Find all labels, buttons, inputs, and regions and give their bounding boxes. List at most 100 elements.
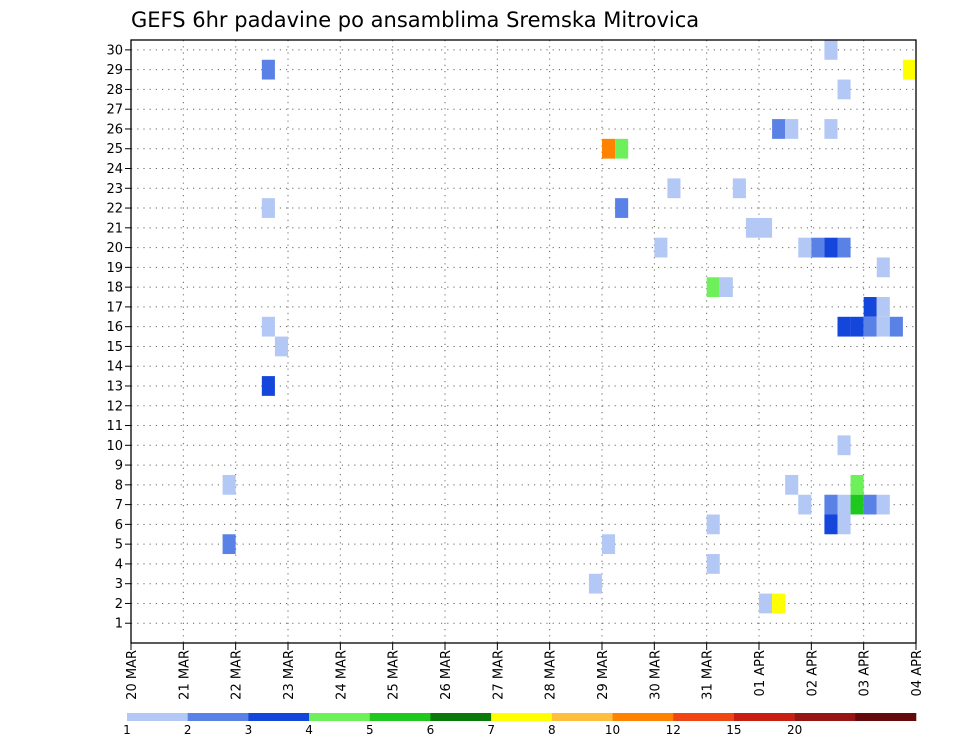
heatmap-cell: [837, 237, 851, 258]
legend-swatch: [673, 713, 735, 721]
heatmap-cell: [274, 336, 288, 357]
heatmap-cell: [602, 534, 616, 555]
heatmap-cell: [850, 474, 864, 495]
heatmap-cell: [706, 554, 720, 574]
y-tick-label: 4: [115, 557, 123, 572]
y-tick-label: 6: [115, 518, 123, 533]
legend-label: 12: [666, 723, 681, 737]
y-tick-label: 25: [106, 142, 123, 157]
heatmap-cell: [602, 138, 616, 159]
y-tick-label: 9: [115, 459, 123, 474]
y-tick-label: 27: [106, 103, 123, 118]
heatmap-cell: [876, 494, 890, 515]
heatmap-cell: [798, 237, 812, 258]
legend-swatch: [369, 713, 431, 721]
heatmap-cell: [824, 494, 838, 515]
legend-swatch: [855, 713, 917, 721]
legend-label: 10: [605, 723, 620, 737]
heatmap-cell: [222, 534, 236, 555]
heatmap-cell: [902, 59, 916, 80]
chart-title: GEFS 6hr padavine po ansamblima Sremska …: [131, 8, 699, 32]
y-tick-label: 14: [106, 360, 123, 375]
heatmap-cell: [759, 217, 773, 238]
x-tick-label: 26 MAR: [439, 650, 454, 700]
y-tick-label: 8: [115, 478, 123, 493]
ticks-layer: 1234567891011121314151617181920212223242…: [106, 43, 925, 699]
legend-swatch: [248, 713, 310, 721]
y-tick-label: 30: [106, 43, 123, 58]
heatmap-cell: [222, 474, 236, 495]
y-tick-label: 24: [106, 162, 123, 177]
heatmap-cell: [798, 494, 812, 515]
legend-swatch: [187, 713, 249, 721]
y-tick-label: 21: [106, 221, 123, 236]
heatmap-cell: [837, 316, 851, 337]
legend-label: 15: [726, 723, 741, 737]
y-tick-label: 12: [106, 399, 123, 414]
heatmap-cell: [824, 514, 838, 535]
heatmap-cell: [588, 573, 602, 594]
y-tick-label: 17: [106, 300, 123, 315]
heatmap-cell: [824, 237, 838, 258]
heatmap-cell: [811, 237, 825, 258]
legend-layer: 1 2 3 4 5 6 7 8 10 12 15 20: [123, 713, 917, 737]
heatmap-cell: [876, 297, 890, 317]
x-tick-label: 21 MAR: [177, 650, 192, 700]
heatmap-cell: [261, 316, 275, 337]
legend-label: 8: [548, 723, 556, 737]
heatmap-cell: [261, 59, 275, 80]
x-tick-label: 01 APR: [753, 650, 768, 696]
y-tick-label: 28: [106, 83, 123, 98]
legend-swatch: [733, 713, 795, 721]
y-tick-label: 3: [115, 577, 123, 592]
heatmap-cell: [863, 297, 877, 317]
heatmap-cell: [745, 217, 759, 238]
y-tick-label: 22: [106, 202, 123, 217]
heatmap-cell: [863, 316, 877, 337]
heatmap-cell: [837, 514, 851, 535]
heatmap-cell: [261, 198, 275, 218]
heatmap-cell: [706, 514, 720, 535]
heatmap-cell: [615, 198, 629, 218]
heatmap-cell: [837, 79, 851, 100]
y-tick-label: 13: [106, 379, 123, 394]
legend-label: 3: [245, 723, 253, 737]
y-tick-label: 29: [106, 63, 123, 78]
y-tick-label: 26: [106, 122, 123, 137]
heatmap-cell: [261, 376, 275, 396]
y-tick-label: 20: [106, 241, 123, 256]
heatmap-cell: [759, 593, 773, 614]
heatmap-cell: [772, 119, 786, 139]
heatmap-cell: [772, 593, 786, 614]
y-tick-label: 7: [115, 498, 123, 513]
y-tick-label: 1: [115, 617, 123, 632]
y-tick-label: 18: [106, 281, 123, 296]
legend-label: 1: [123, 723, 131, 737]
x-tick-label: 03 APR: [858, 650, 873, 696]
x-tick-label: 27 MAR: [491, 650, 506, 700]
heatmap-cell: [837, 494, 851, 515]
legend-label: 5: [366, 723, 374, 737]
x-tick-label: 31 MAR: [701, 650, 716, 700]
y-tick-label: 10: [106, 439, 123, 454]
x-tick-label: 30 MAR: [648, 650, 663, 700]
heatmap-cell: [876, 316, 890, 337]
heatmap-cell: [850, 316, 864, 337]
heatmap-cell: [785, 474, 799, 495]
y-tick-label: 15: [106, 340, 123, 355]
legend-label: 4: [305, 723, 313, 737]
legend-swatch: [794, 713, 856, 721]
y-tick-label: 23: [106, 182, 123, 197]
heatmap-cell: [863, 494, 877, 515]
legend-swatch: [430, 713, 492, 721]
legend-label: 7: [487, 723, 495, 737]
legend-swatch: [309, 713, 371, 721]
x-tick-label: 29 MAR: [596, 650, 611, 700]
x-tick-label: 24 MAR: [334, 650, 349, 700]
y-tick-label: 19: [106, 261, 123, 276]
legend-label: 20: [787, 723, 802, 737]
x-tick-label: 25 MAR: [387, 650, 402, 700]
x-tick-label: 02 APR: [805, 650, 820, 696]
